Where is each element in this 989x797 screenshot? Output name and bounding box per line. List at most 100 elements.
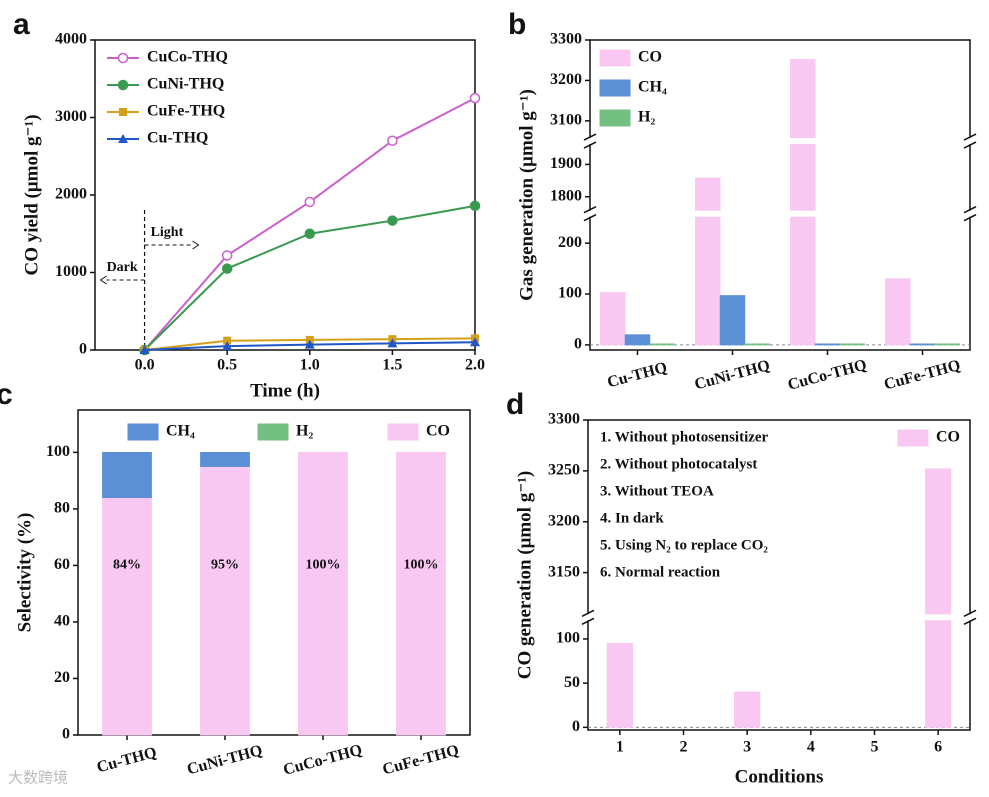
break-mark	[963, 206, 977, 214]
annotation: 4. In dark	[600, 510, 664, 526]
point	[304, 196, 316, 208]
plot-frame	[77, 409, 471, 736]
legend-swatch	[387, 423, 419, 441]
y-tick-label: 3200	[548, 512, 580, 529]
y-tick-label: 1900	[550, 155, 582, 172]
legend-swatch	[257, 423, 289, 441]
y-tick-label: 1800	[550, 187, 582, 204]
legend-label: CO	[638, 49, 662, 66]
bar	[624, 334, 651, 346]
bar	[606, 642, 633, 728]
x-tick-label: 2.0	[465, 357, 485, 374]
x-tick-label: 6	[934, 739, 942, 756]
y-tick-label: 3300	[548, 411, 580, 428]
point	[223, 336, 232, 345]
x-tick-label: Cu-THQ	[95, 744, 159, 776]
bar	[649, 343, 675, 346]
legend-label: CH₄	[638, 79, 667, 96]
annotation: Dark	[107, 260, 138, 275]
bar	[885, 278, 911, 346]
x-tick-label: 5	[871, 739, 879, 756]
break-mark	[583, 133, 597, 141]
y-tick-label: 0	[79, 341, 87, 358]
x-tick-label: Cu-THQ	[605, 359, 669, 391]
x-tick-label: CuCo-THQ	[282, 742, 365, 779]
point	[304, 228, 316, 239]
break-mark	[963, 609, 977, 617]
x-tick-label: 3	[743, 739, 751, 756]
y-tick-label: 1000	[55, 263, 87, 280]
axis-break	[582, 614, 976, 621]
bar	[396, 451, 446, 736]
y-tick-label: 3100	[550, 112, 582, 129]
bar	[925, 468, 952, 728]
legend-label: CuNi-THQ	[147, 76, 224, 93]
x-tick-label: 4	[807, 739, 815, 756]
x-tick-label: 0.5	[217, 357, 237, 374]
legend-label: H₂	[638, 109, 655, 126]
bar	[909, 343, 936, 346]
legend-label: CO	[936, 429, 960, 446]
x-tick-label: 1.0	[300, 357, 320, 374]
y-tick-label: 3000	[55, 108, 87, 125]
y-tick-label: 3250	[548, 462, 580, 479]
y-tick-label: 0	[572, 718, 580, 735]
legend-swatch	[599, 49, 631, 67]
y-tick-label: 0	[62, 726, 70, 743]
bar	[719, 295, 746, 346]
point	[387, 338, 398, 348]
bar	[790, 59, 816, 346]
legend-label: CuFe-THQ	[147, 103, 225, 120]
point	[221, 263, 233, 274]
y-axis-label: CO yield (μmol g⁻¹)	[21, 114, 42, 275]
legend-swatch	[127, 423, 159, 441]
y-tick-label: 4000	[55, 31, 87, 48]
plot-frame	[587, 419, 971, 731]
legend-label: CuCo-THQ	[147, 49, 228, 66]
annotation: 2. Without photocatalyst	[600, 456, 757, 472]
bar	[102, 497, 152, 736]
value-label: 100%	[404, 558, 439, 573]
bar	[734, 691, 761, 728]
y-tick-label: 100	[556, 630, 580, 647]
bar	[298, 451, 348, 736]
panel-label: b	[508, 8, 526, 41]
arrowhead	[99, 275, 107, 285]
point	[304, 339, 315, 349]
x-axis-label: Conditions	[735, 766, 824, 787]
legend-label: CO	[426, 423, 450, 440]
break-mark	[963, 214, 977, 222]
annotation: 6. Normal reaction	[600, 564, 721, 580]
x-tick-label: CuNi-THQ	[693, 357, 772, 393]
bar	[102, 451, 152, 499]
value-label: 95%	[211, 558, 239, 573]
value-label: 100%	[306, 558, 341, 573]
legend-marker	[117, 52, 129, 64]
point	[139, 345, 150, 354]
arrowhead	[192, 240, 200, 250]
axis-break	[584, 210, 976, 217]
legend-label: CH₄	[166, 423, 195, 440]
y-axis-label: Selectivity (%)	[14, 513, 35, 633]
bar	[695, 177, 721, 346]
y-axis-label: CO generation (μmol g⁻¹)	[514, 471, 535, 680]
annotation: Light	[151, 225, 184, 240]
y-tick-label: 200	[558, 234, 582, 251]
x-tick-label: 2	[680, 739, 688, 756]
panel-label: c	[0, 378, 13, 411]
legend-swatch	[897, 429, 929, 447]
legend-swatch	[599, 109, 631, 127]
x-tick-label: CuFe-THQ	[882, 357, 962, 394]
break-mark	[963, 617, 977, 625]
bar	[814, 343, 841, 346]
plot-frame	[589, 39, 971, 351]
panel-label: d	[506, 388, 524, 421]
y-tick-label: 100	[558, 285, 582, 302]
break-mark	[583, 141, 597, 149]
point	[469, 92, 481, 104]
point	[222, 341, 233, 351]
y-tick-label: 20	[54, 669, 70, 686]
legend-marker	[117, 79, 129, 91]
break-mark	[581, 617, 595, 625]
